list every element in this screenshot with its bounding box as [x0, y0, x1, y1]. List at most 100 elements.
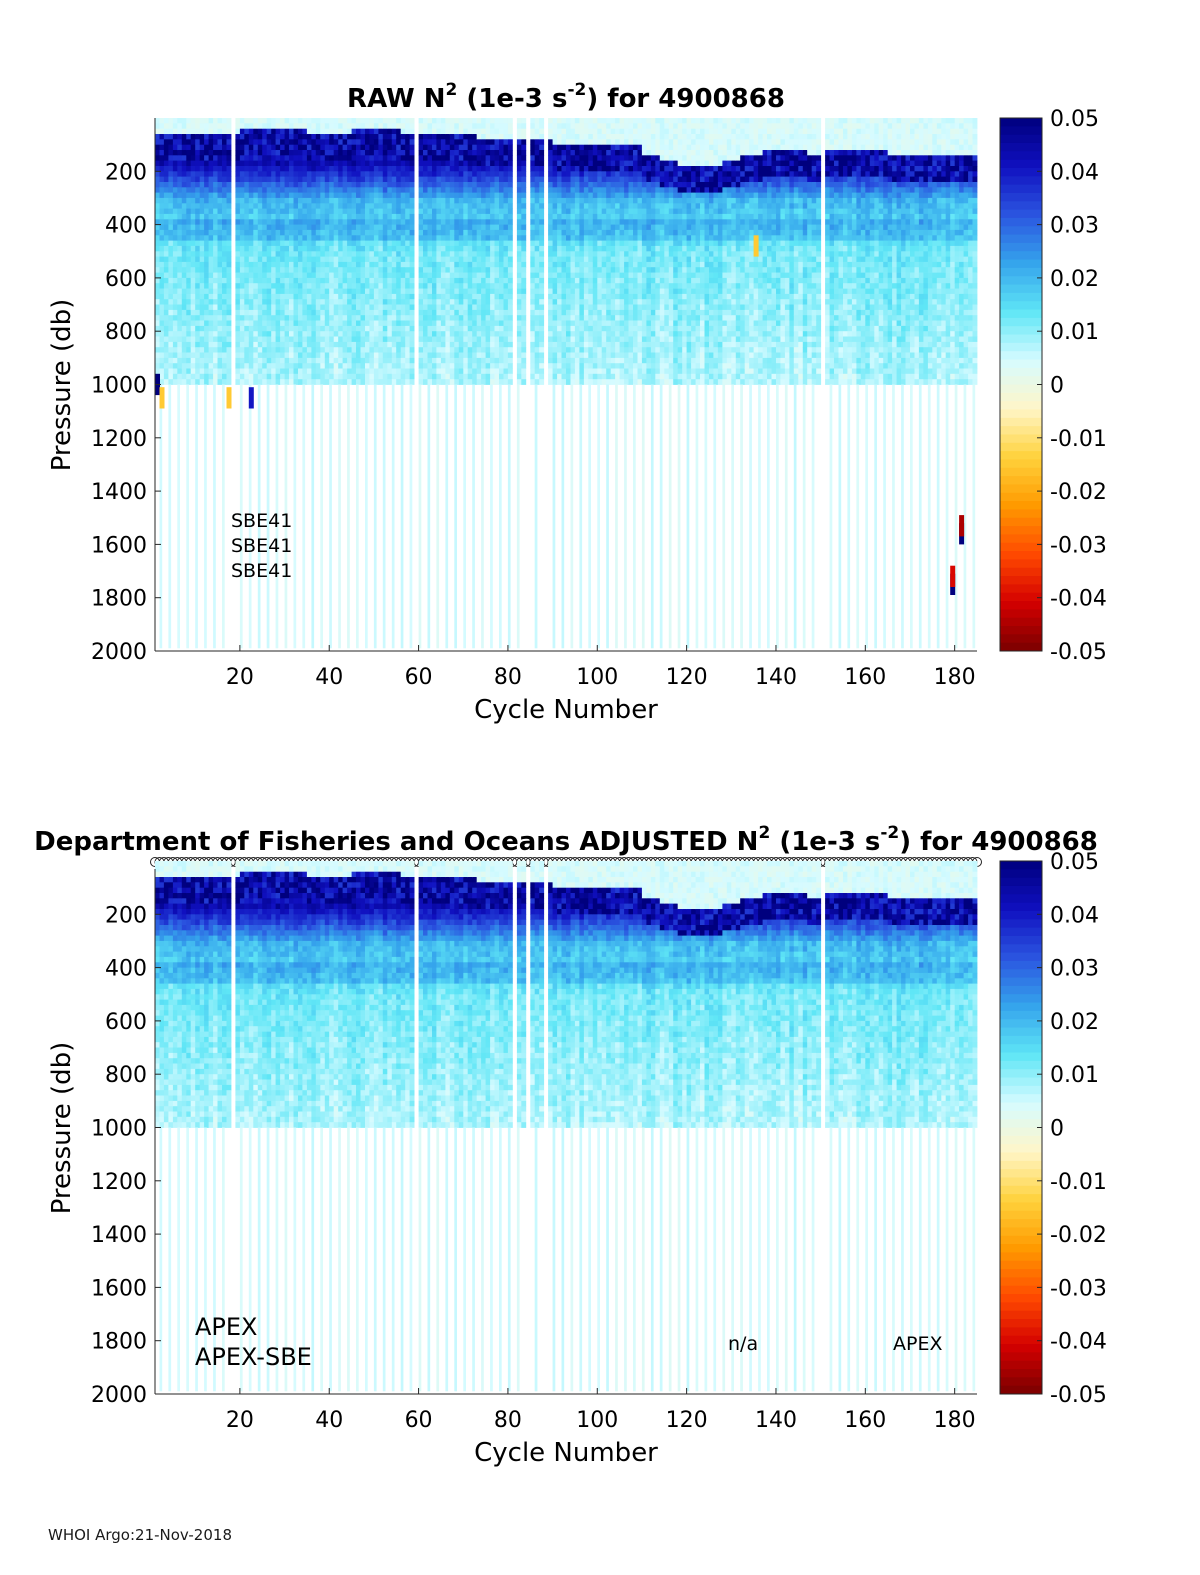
heatmap-cell — [306, 363, 312, 369]
heatmap-cell — [396, 379, 402, 385]
heatmap-cell — [329, 267, 335, 273]
heatmap-cell — [432, 166, 437, 172]
heatmap-cell — [574, 150, 580, 156]
heatmap-cell — [365, 283, 370, 289]
heatmap-cell — [226, 325, 232, 332]
heatmap-cell — [163, 176, 169, 183]
heatmap-cell — [405, 267, 411, 273]
heatmap-cell — [601, 235, 607, 241]
heatmap-cell — [213, 182, 218, 188]
heatmap-cell — [382, 357, 388, 364]
heatmap-cell — [275, 208, 281, 215]
heatmap-cell — [333, 139, 339, 145]
heatmap-cell — [516, 368, 522, 375]
heatmap-cell — [342, 251, 348, 257]
heatmap-cell — [315, 331, 321, 337]
heatmap-cell — [485, 166, 491, 172]
heatmap-cell — [418, 155, 424, 161]
heatmap-cell — [516, 192, 522, 199]
heatmap-cell — [168, 118, 174, 124]
heatmap-cell — [351, 197, 357, 204]
heatmap-cell — [244, 315, 250, 321]
heatmap-cell — [423, 299, 428, 305]
heatmap-cell — [280, 331, 285, 337]
heatmap-cell — [588, 267, 594, 273]
heatmap-cell — [534, 245, 540, 252]
heatmap-cell — [592, 288, 598, 295]
heatmap-cell — [427, 187, 433, 193]
heatmap-cell — [516, 261, 522, 268]
heatmap-cell — [440, 267, 446, 273]
heatmap-cell — [449, 347, 455, 353]
heatmap-cell — [405, 144, 411, 151]
heatmap-cell — [418, 320, 424, 327]
heatmap-cell — [579, 288, 585, 295]
heatmap-cell — [199, 379, 205, 385]
heatmap-cell — [481, 357, 486, 364]
heatmap-cell — [213, 128, 218, 135]
heatmap-cell — [351, 309, 357, 316]
heatmap-cell — [521, 245, 527, 252]
heatmap-cell — [467, 208, 473, 215]
heatmap-cell — [222, 267, 227, 273]
heatmap-cell — [405, 352, 411, 359]
heatmap-cell — [548, 197, 553, 204]
heatmap-cell — [284, 331, 290, 337]
heatmap-cell — [280, 197, 285, 204]
heatmap-cell — [400, 352, 406, 359]
heatmap-cell — [324, 123, 330, 129]
heatmap-cell — [583, 171, 589, 177]
heatmap-cell — [507, 224, 513, 231]
raw-n2-chart: RAW N2 (1e-3 s-2) for 4900868 SBE41SBE41… — [47, 80, 1107, 725]
heatmap-cell — [289, 187, 294, 193]
heatmap-cell — [222, 320, 227, 327]
heatmap-cell — [472, 267, 478, 273]
heatmap-cell — [534, 336, 540, 343]
heatmap-cell — [570, 134, 576, 140]
heatmap-cell — [440, 123, 446, 129]
heatmap-cell — [436, 235, 442, 241]
heatmap-cell — [378, 288, 384, 295]
heatmap-cell — [570, 357, 576, 364]
heatmap-cell — [481, 368, 486, 375]
heatmap-cell — [280, 182, 285, 188]
heatmap-cell — [311, 160, 317, 167]
heatmap-cell — [168, 283, 174, 289]
heatmap-cell — [373, 293, 379, 300]
heatmap-cell — [342, 166, 348, 172]
heatmap-cell — [499, 197, 504, 204]
heatmap-cell — [257, 203, 263, 209]
heatmap-cell — [365, 325, 370, 332]
heatmap-cell — [320, 128, 326, 135]
heatmap-cell — [405, 203, 411, 209]
heatmap-cell — [373, 166, 379, 172]
heatmap-cell — [507, 352, 513, 359]
heatmap-cell — [280, 373, 285, 380]
heatmap-cell — [190, 139, 196, 145]
heatmap-cell — [432, 373, 437, 380]
heatmap-cell — [365, 171, 370, 177]
heatmap-cell — [432, 288, 437, 295]
heatmap-cell — [454, 267, 460, 273]
heatmap-cell — [199, 373, 205, 380]
heatmap-cell — [490, 166, 495, 172]
heatmap-cell — [262, 331, 268, 337]
heatmap-cell — [592, 256, 598, 263]
heatmap-cell — [347, 379, 352, 385]
heatmap-cell — [311, 288, 317, 295]
heatmap-cell — [530, 288, 536, 295]
heatmap-cell — [539, 283, 545, 289]
heatmap-cell — [311, 267, 317, 273]
heatmap-cell — [163, 166, 169, 172]
heatmap-cell — [222, 352, 227, 359]
heatmap-cell — [373, 251, 379, 257]
heatmap-cell — [168, 331, 174, 337]
heatmap-cell — [610, 235, 616, 241]
heatmap-cell — [570, 208, 576, 215]
heatmap-cell — [262, 261, 268, 268]
heatmap-cell — [369, 150, 375, 156]
heatmap-cell — [217, 304, 223, 311]
heatmap-cell — [163, 229, 169, 236]
heatmap-cell — [360, 160, 366, 167]
heatmap-cell — [490, 182, 495, 188]
